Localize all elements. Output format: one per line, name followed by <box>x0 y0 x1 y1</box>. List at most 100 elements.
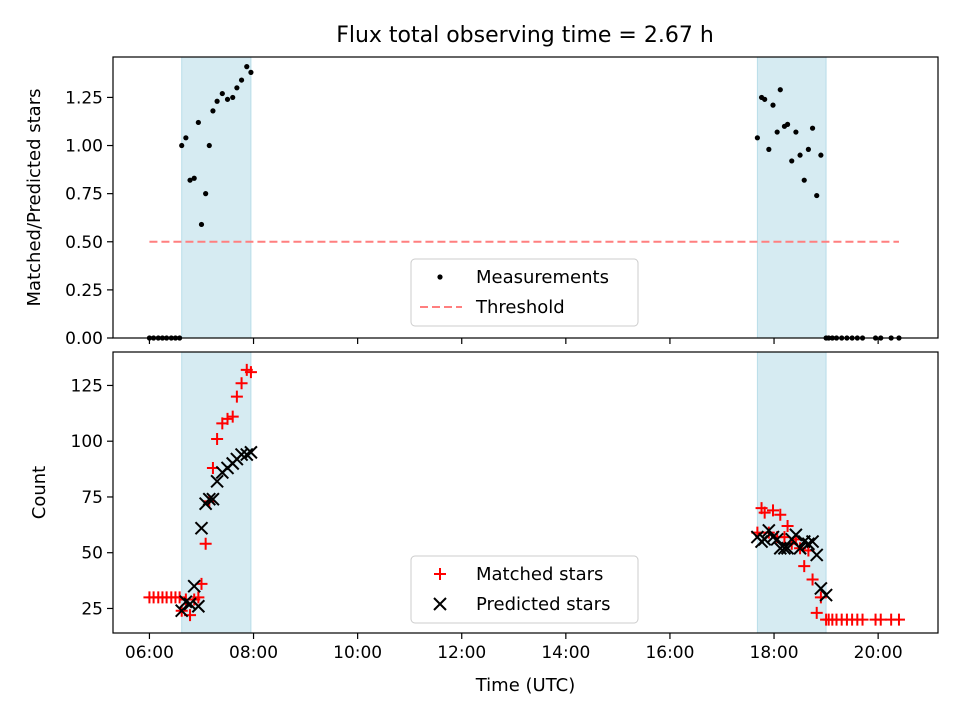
predicted-stars-point <box>183 597 197 611</box>
predicted-stars-point <box>789 528 803 542</box>
bottom-x-tick-label: 16:00 <box>645 643 694 663</box>
predicted-stars-point <box>810 548 824 562</box>
bottom-y-tick-label: 100 <box>71 432 103 452</box>
measurements-point <box>814 192 820 199</box>
predicted-stars-point <box>244 445 258 460</box>
predicted-stars-point <box>777 541 792 555</box>
top-plot-frame <box>112 56 939 339</box>
predicted-stars-point <box>187 579 201 593</box>
measurements-point <box>793 129 799 135</box>
measurements-point <box>179 142 185 149</box>
matched-stars-point <box>774 508 787 521</box>
predicted-stars-point <box>757 532 772 547</box>
predicted-stars-legend-label: Predicted stars <box>476 594 610 615</box>
matched-stars-point <box>244 366 257 379</box>
predicted-stars-point <box>801 537 816 551</box>
matched-stars-point <box>192 591 205 604</box>
measurements-point <box>248 69 254 75</box>
predicted-stars-point <box>770 532 784 547</box>
predicted-stars-point <box>191 599 206 613</box>
matched-stars-point <box>758 506 771 519</box>
bottom-panel: 25 50 75 100 125 06:00 08:00 10:00 12:00 14:00 16:… <box>29 351 939 696</box>
matched-stars-point <box>199 537 212 550</box>
measurements-point <box>187 177 193 183</box>
top-legend-box <box>410 258 639 327</box>
measurements-point <box>766 146 772 152</box>
bottom-x-tick-label: 06:00 <box>125 643 174 663</box>
top-legend: Measurements Threshold <box>410 258 639 327</box>
measurements-point <box>797 152 803 158</box>
measurements-point <box>762 96 768 102</box>
measurements-point <box>198 221 205 228</box>
predicted-stars-point <box>805 534 820 549</box>
bottom-x-tick-label: 14:00 <box>541 643 590 663</box>
bottom-x-tick-label: 20:00 <box>854 643 903 663</box>
measurements-point <box>754 135 760 141</box>
matched-stars-point <box>767 504 779 517</box>
matched-stars-point <box>211 432 224 445</box>
measurements-point <box>214 98 220 104</box>
matched-stars-point <box>221 412 234 425</box>
bottom-x-tick-label: 10:00 <box>333 643 382 663</box>
measurements-point <box>234 85 240 91</box>
bottom-legend: Matched stars Predicted stars <box>410 555 639 624</box>
measurements-point <box>770 102 776 108</box>
matched-stars-point <box>235 377 248 390</box>
matched-stars-point <box>173 591 186 604</box>
top-y-tick-label: 1.00 <box>65 137 103 157</box>
measurements-point <box>219 90 225 97</box>
matched-stars-point <box>230 390 243 403</box>
threshold-legend-label: Threshold <box>475 297 565 318</box>
predicted-stars-point <box>240 447 254 462</box>
matched-stars-point <box>856 613 869 626</box>
predicted-stars-point <box>819 588 833 602</box>
matched-stars-point <box>806 573 819 586</box>
measurements-point <box>774 129 780 135</box>
top-panel: 0.00 0.25 0.50 0.75 1.00 1.25 Matched/Predicte… <box>24 56 939 349</box>
measurements-point <box>238 77 245 83</box>
predicted-stars-point <box>766 530 780 544</box>
measurements-point <box>210 108 216 114</box>
figure-title: Flux total observing time = 2.67 h <box>336 23 714 48</box>
measurements-point <box>809 125 816 131</box>
measurements-point <box>195 119 201 126</box>
x-axis-label: Time (UTC) <box>475 675 576 696</box>
measurements-point <box>818 152 824 158</box>
bottom-x-tick-label: 18:00 <box>750 643 799 663</box>
matched-stars-point <box>798 560 811 573</box>
top-y-tick-label: 0.75 <box>65 185 103 205</box>
measurements-point <box>203 191 209 197</box>
bottom-observing-window <box>181 351 252 634</box>
matched-stars-point <box>810 606 823 619</box>
measurements-point <box>191 175 197 181</box>
predicted-stars-point <box>814 581 828 596</box>
matched-stars-point <box>874 613 887 626</box>
measurements-point <box>183 135 189 141</box>
top-observing-window <box>181 56 252 339</box>
bottom-observing-window <box>756 351 827 634</box>
bottom-x-tick-label: 08:00 <box>229 643 278 663</box>
measurements-legend-marker <box>437 274 443 280</box>
measurements-point <box>805 146 811 152</box>
bottom-y-tick-label: 50 <box>81 544 103 564</box>
bottom-legend-box <box>410 555 639 624</box>
measurements-legend-label: Measurements <box>476 267 609 288</box>
top-y-axis-label: Matched/Predicted stars <box>24 89 45 307</box>
measurements-point <box>224 96 231 102</box>
measurements-point <box>244 64 250 70</box>
predicted-stars-point <box>194 521 209 535</box>
measurements-point <box>784 121 791 127</box>
predicted-stars-point <box>780 541 795 555</box>
bottom-plot-frame <box>112 351 939 634</box>
measurements-point <box>789 158 795 164</box>
predicted-stars-point <box>174 603 189 618</box>
matched-stars-point <box>226 410 239 423</box>
matched-stars-legend-marker <box>434 568 446 580</box>
measurements-point <box>777 87 783 93</box>
bottom-y-tick-label: 25 <box>81 599 103 619</box>
matched-stars-point <box>892 613 905 626</box>
predicted-stars-point <box>202 492 217 506</box>
predicted-stars-point <box>179 595 193 609</box>
predicted-stars-point <box>210 474 224 489</box>
